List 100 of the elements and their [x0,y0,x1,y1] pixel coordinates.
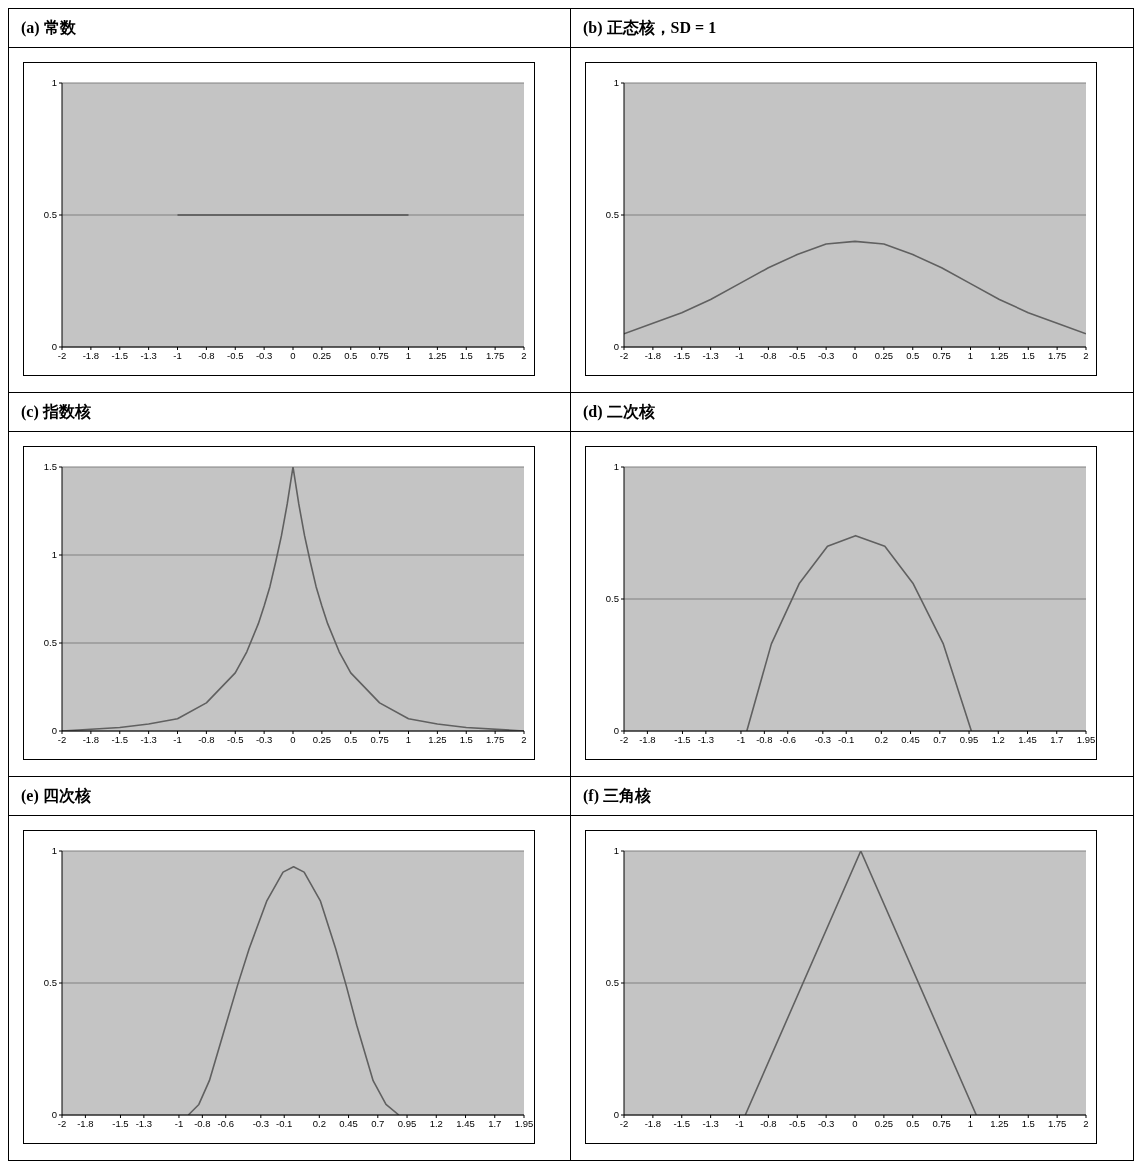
y-tick-label: 1 [613,845,619,857]
x-tick-label: -1 [173,733,182,745]
line-series [187,866,400,1115]
x-tick-label: -1.3 [140,349,157,361]
x-tick-label: 1.5 [1021,349,1035,361]
x-tick-label: 0.45 [901,733,920,745]
x-tick-label: -0.8 [198,349,215,361]
x-tick-label: 0.5 [906,1117,920,1129]
chart-title: (a) 常数 [9,9,570,48]
x-tick-label: 0.5 [906,349,920,361]
x-tick-label: 1.25 [990,1117,1009,1129]
line-series [746,534,973,731]
x-tick-label: -1 [173,349,182,361]
y-tick-label: 0.5 [605,209,619,221]
x-tick-label: 1.5 [459,349,473,361]
x-tick-label: 0.95 [397,1117,417,1129]
x-tick-label: -0.5 [227,733,244,745]
x-tick-label: -1.8 [644,1117,662,1129]
x-tick-label: 1.75 [1047,349,1067,361]
chart-title: (f) 三角核 [571,777,1133,816]
y-tick-label: 0.5 [605,977,619,989]
x-tick-label: 1.75 [485,733,505,745]
x-tick-label: 1 [967,1117,974,1129]
x-tick-label: 0.75 [932,1117,951,1129]
y-tick-label: 0 [613,1109,619,1121]
x-tick-label: -1 [735,1117,744,1129]
line-series [624,240,1086,335]
chart-title: (e) 四次核 [9,777,570,816]
x-tick-label: -1.5 [111,349,128,361]
x-tick-label: 2 [521,349,527,361]
x-tick-label: -1.5 [112,1117,129,1129]
y-tick-label: 0 [51,341,57,353]
x-tick-label: 1.7 [1050,733,1064,745]
x-tick-label: 1.45 [456,1117,475,1129]
y-tick-label: 0.5 [43,977,57,989]
x-tick-label: 1.25 [990,349,1009,361]
x-tick-label: -0.3 [255,733,273,745]
y-tick-label: 1 [51,549,57,561]
x-tick-label: -0.3 [252,1117,270,1129]
y-tick-label: 0 [51,1109,57,1121]
x-tick-label: 1.95 [514,1117,534,1129]
x-tick-label: 0.25 [312,733,332,745]
x-tick-label: 1.25 [428,733,447,745]
x-tick-label: 0 [290,349,296,361]
x-tick-label: -1.3 [140,733,157,745]
x-tick-label: -1.5 [674,733,691,745]
x-tick-label: 1.5 [459,733,473,745]
x-tick-label: 0.95 [959,733,979,745]
x-tick-label: 1.95 [1076,733,1096,745]
x-tick-label: -2 [57,733,67,745]
y-tick-label: 0 [51,725,57,737]
x-tick-label: -0.8 [756,733,773,745]
x-tick-label: 0.25 [874,349,894,361]
x-tick-label: 0.7 [933,733,947,745]
x-tick-label: -2 [57,349,67,361]
x-tick-label: 2 [1083,1117,1089,1129]
x-tick-label: -1.8 [77,1117,94,1129]
x-tick-label: -2 [619,349,629,361]
x-tick-label: 1 [405,349,412,361]
x-tick-label: -0.3 [817,1117,835,1129]
chart-title: (c) 指数核 [9,393,570,432]
x-tick-label: 0.2 [874,733,888,745]
y-tick-label: 1 [613,461,619,473]
x-tick-label: 1.2 [991,733,1005,745]
x-tick-label: 2 [521,733,527,745]
x-tick-label: -2 [57,1117,67,1129]
x-tick-label: -1 [735,349,744,361]
x-tick-label: -0.5 [789,349,806,361]
x-tick-label: -1.5 [111,733,128,745]
x-tick-label: -1.3 [702,349,719,361]
x-tick-label: 0.75 [370,733,389,745]
x-tick-label: -1.8 [639,733,656,745]
x-tick-label: 2 [1083,349,1089,361]
x-tick-label: -0.1 [276,1117,293,1129]
x-tick-label: 1.5 [1021,1117,1035,1129]
x-tick-label: 0.75 [370,349,389,361]
y-tick-label: 1 [51,845,57,857]
x-tick-label: -1.8 [82,349,100,361]
x-tick-label: -0.8 [198,733,215,745]
x-tick-label: 0 [852,1117,858,1129]
y-tick-label: 1 [613,77,619,89]
x-tick-label: 0.5 [344,733,358,745]
x-tick-label: -0.5 [789,1117,806,1129]
x-tick-label: 1.75 [1047,1117,1067,1129]
x-tick-label: 0.7 [371,1117,385,1129]
x-tick-label: 1.75 [485,349,505,361]
x-tick-label: -0.6 [779,733,796,745]
y-tick-label: 1.5 [43,461,57,473]
x-tick-label: 0.25 [312,349,332,361]
x-tick-label: -0.5 [227,349,244,361]
x-tick-label: -2 [619,733,629,745]
x-tick-label: 1.45 [1018,733,1037,745]
x-tick-label: -1.5 [673,1117,690,1129]
x-tick-label: 0.25 [874,1117,894,1129]
y-tick-label: 0.5 [43,637,57,649]
chart-title: (d) 二次核 [571,393,1133,432]
x-tick-label: -0.1 [838,733,855,745]
x-tick-label: 0.75 [932,349,951,361]
x-tick-label: 0 [290,733,296,745]
x-tick-label: -1.8 [644,349,662,361]
